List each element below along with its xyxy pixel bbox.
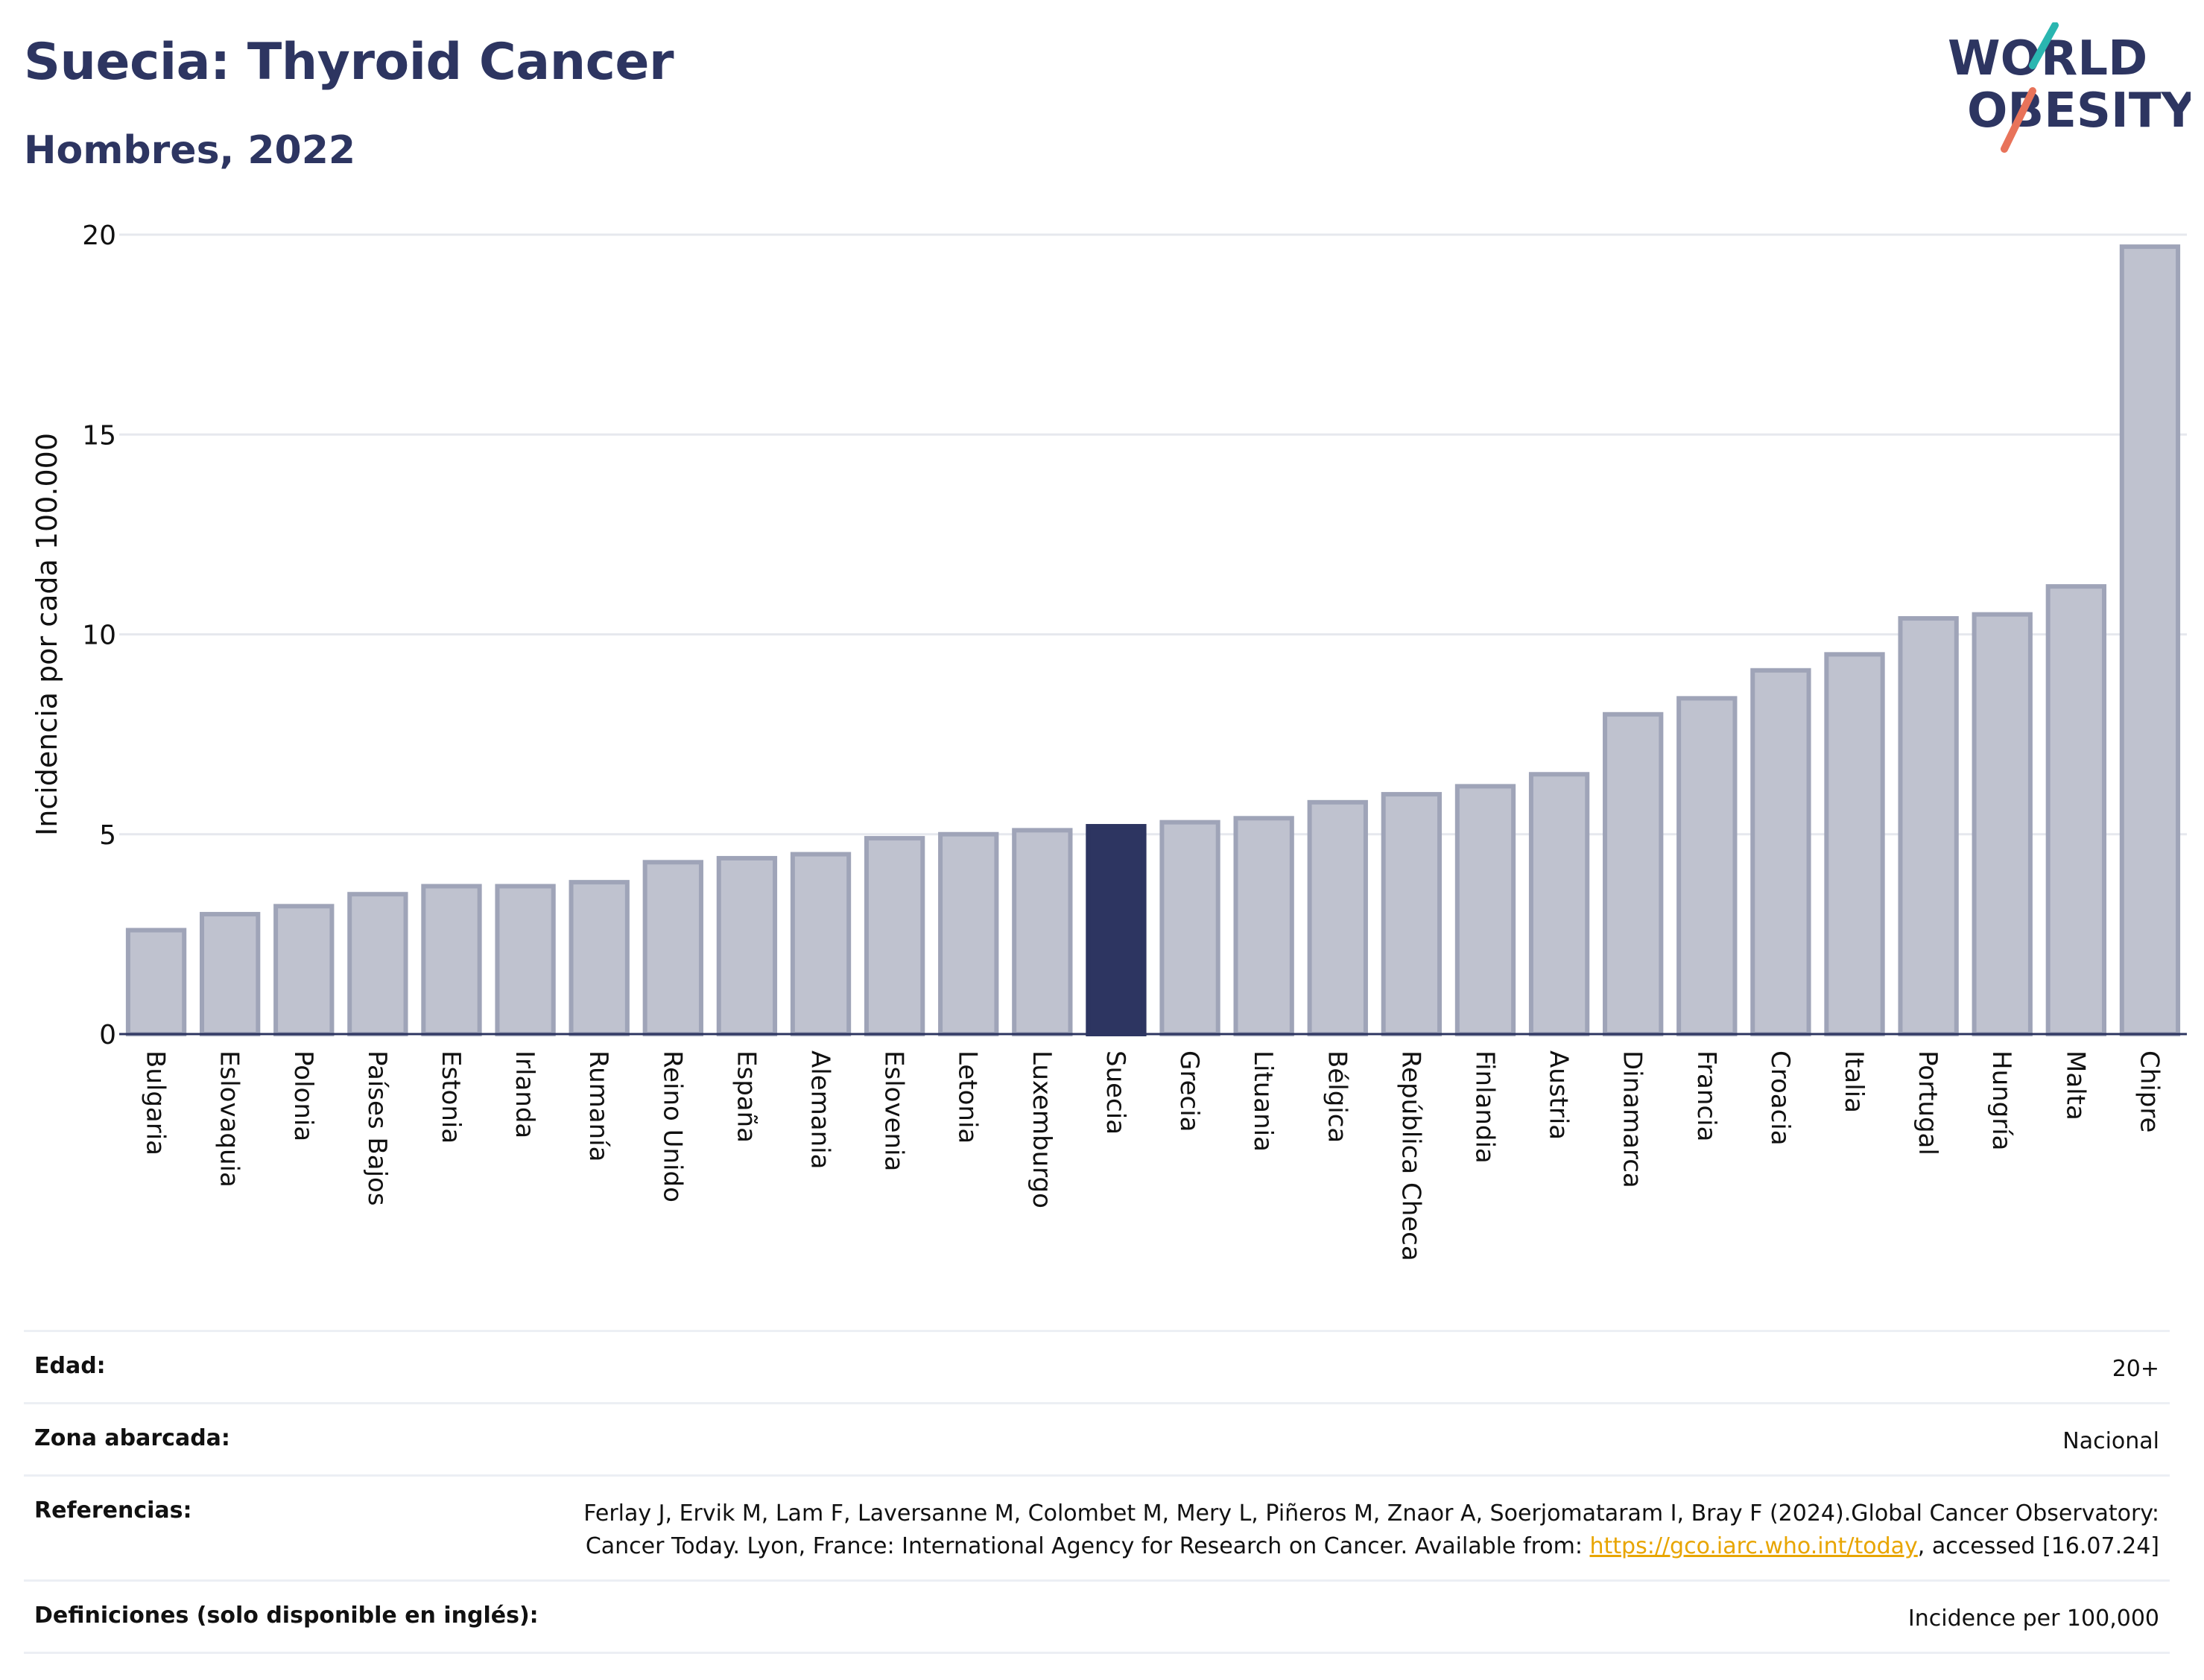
bar-reino-unido[interactable] — [642, 860, 703, 1037]
y-tick-label: 10 — [82, 621, 116, 651]
meta-row-age: Edad: 20+ — [24, 1330, 2170, 1402]
bar-luxemburgo[interactable] — [1012, 828, 1073, 1036]
age-value: 20+ — [2112, 1356, 2159, 1382]
logo-text-line2: OBESITY — [1967, 83, 2191, 139]
x-tick-label: Eslovenia — [879, 1050, 909, 1171]
references-link[interactable]: https://gco.iarc.who.int/today — [1589, 1533, 1918, 1559]
x-tick-label: Irlanda — [510, 1050, 539, 1138]
bar-chart: 0 5 10 15 20 Bulgaria Eslovaquia Polonia Países… — [31, 221, 2187, 1261]
x-tick-label: Bulgaria — [141, 1050, 171, 1156]
definitions-value: Incidence per 100,000 — [1907, 1605, 2159, 1632]
y-axis-label: Incidencia por cada 100.000 — [31, 433, 63, 836]
x-tick-label: Polonia — [288, 1050, 318, 1141]
bar-estonia[interactable] — [421, 884, 482, 1036]
x-tick-label: Dinamarca — [1618, 1050, 1647, 1188]
world-obesity-logo: WORLD OBESITY — [1948, 22, 2191, 153]
bar-irlanda[interactable] — [495, 884, 556, 1036]
x-tick-label: Eslovaquia — [215, 1050, 244, 1188]
bar-hungría[interactable] — [1972, 612, 2033, 1036]
bar-bulgaria[interactable] — [125, 928, 187, 1037]
bar-polonia[interactable] — [273, 904, 335, 1036]
area-label: Zona abarcada: — [34, 1425, 230, 1451]
bar-croacia[interactable] — [1750, 668, 1811, 1036]
x-tick-label: Alemania — [805, 1050, 835, 1169]
x-tick-label: República Checa — [1396, 1050, 1425, 1261]
bar-malta[interactable] — [2045, 584, 2106, 1036]
x-tick-label: Bélgica — [1322, 1050, 1352, 1143]
references-value: Ferlay J, Ervik M, Lam F, Laversanne M, … — [520, 1497, 2159, 1563]
bar-chipre[interactable] — [2119, 244, 2181, 1037]
bar-eslovenia[interactable] — [864, 836, 925, 1036]
x-tick-label: Estonia — [436, 1050, 466, 1144]
y-tick-label: 15 — [82, 420, 116, 451]
x-tick-label: Finlandia — [1469, 1050, 1499, 1164]
y-tick-label: 20 — [82, 221, 116, 251]
x-tick-label: España — [731, 1050, 761, 1143]
bar-alemania[interactable] — [790, 852, 852, 1036]
references-accessed: , accessed [16.07.24] — [1917, 1533, 2159, 1559]
y-tick-label: 0 — [99, 1020, 116, 1050]
x-tick-label: Malta — [2060, 1050, 2090, 1120]
age-label: Edad: — [34, 1353, 106, 1379]
x-tick-label: Reino Unido — [657, 1050, 687, 1202]
bar-dinamarca[interactable] — [1603, 711, 1664, 1036]
chart-subtitle: Hombres, 2022 — [24, 128, 356, 173]
x-tick-label: Italia — [1839, 1050, 1869, 1113]
bar-italia[interactable] — [1824, 652, 1885, 1036]
bar-bélgica[interactable] — [1307, 799, 1368, 1036]
meta-row-references: Referencias: Ferlay J, Ervik M, Lam F, L… — [24, 1474, 2170, 1579]
bar-españa[interactable] — [716, 855, 778, 1036]
meta-row-definitions: Definiciones (solo disponible en inglés)… — [24, 1579, 2170, 1654]
x-tick-label: Hungría — [1986, 1050, 2016, 1151]
bars — [125, 244, 2181, 1037]
x-tick-label: Chipre — [2134, 1050, 2164, 1132]
x-tick-label: Francia — [1691, 1050, 1721, 1141]
references-label: Referencias: — [34, 1497, 192, 1524]
logo-slash-teal — [2029, 22, 2059, 69]
bar-rumanía[interactable] — [569, 880, 630, 1036]
bar-grecia[interactable] — [1159, 820, 1220, 1037]
x-tick-label: Grecia — [1174, 1050, 1204, 1132]
area-value: Nacional — [2062, 1428, 2159, 1454]
x-tick-label: Suecia — [1101, 1050, 1130, 1135]
bar-portugal[interactable] — [1898, 616, 1959, 1036]
x-tick-label: Austria — [1544, 1050, 1574, 1140]
logo-slash-coral — [2001, 87, 2036, 153]
bar-lituania[interactable] — [1233, 816, 1294, 1037]
bar-eslovaquia[interactable] — [200, 912, 261, 1037]
metadata-table: Edad: 20+ Zona abarcada: Nacional Refere… — [24, 1330, 2170, 1654]
bar-suecia[interactable] — [1086, 824, 1147, 1037]
definitions-label: Definiciones (solo disponible en inglés)… — [34, 1603, 539, 1629]
x-tick-label: Rumanía — [583, 1050, 613, 1161]
bar-francia[interactable] — [1676, 696, 1738, 1037]
chart-title: Suecia: Thyroid Cancer — [24, 33, 674, 92]
x-tick-label: Lituania — [1248, 1050, 1278, 1152]
bar-austria[interactable] — [1528, 772, 1590, 1037]
x-axis-labels: Bulgaria Eslovaquia Polonia Países Bajos Est… — [141, 1050, 2165, 1261]
bar-república-checa[interactable] — [1381, 792, 1443, 1036]
references-text: Ferlay J, Ervik M, Lam F, Laversanne M, … — [583, 1500, 2159, 1559]
meta-row-area: Zona abarcada: Nacional — [24, 1402, 2170, 1474]
bar-letonia[interactable] — [938, 831, 999, 1036]
x-tick-label: Letonia — [953, 1050, 983, 1144]
bar-finlandia[interactable] — [1454, 784, 1516, 1036]
x-tick-label: Portugal — [1913, 1050, 1942, 1156]
x-tick-label: Croacia — [1765, 1050, 1795, 1146]
bar-países-bajos[interactable] — [347, 892, 408, 1036]
y-tick-label: 5 — [99, 820, 116, 851]
x-tick-label: Luxemburgo — [1027, 1050, 1057, 1208]
x-tick-label: Países Bajos — [362, 1050, 392, 1206]
y-axis-ticks: 0 5 10 15 20 — [82, 221, 116, 1050]
